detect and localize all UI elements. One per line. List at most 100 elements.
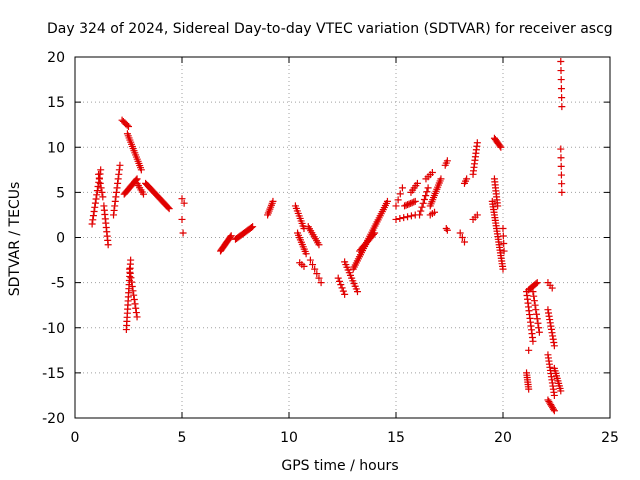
y-tick-label: -15 [42,366,65,382]
data-point [548,284,556,292]
data-point [97,166,105,174]
data-point [499,224,507,232]
data-point [557,162,565,170]
chart-title: Day 324 of 2024, Sidereal Day-to-day VTE… [47,21,613,37]
data-point [533,315,541,323]
data-point [313,270,321,278]
data-point [557,58,565,66]
data-point [392,215,400,223]
data-point [178,195,186,203]
data-point [419,199,427,207]
data-point [404,201,412,209]
data-point [179,229,187,237]
data-point [416,211,424,219]
data-point [128,282,136,290]
data-point [302,250,310,258]
y-tick-label: 5 [56,185,65,201]
data-point [91,203,99,211]
data-point [428,169,436,177]
x-tick-label: 5 [178,430,187,446]
data-point [532,306,540,314]
data-point [500,247,508,255]
data-point [529,288,537,296]
data-point [407,212,415,220]
data-point [408,199,416,207]
data-point [180,199,188,207]
y-tick-label: 15 [47,95,65,111]
data-point [398,184,406,192]
data-point [353,288,361,296]
data-point [558,103,566,111]
data-point [494,202,502,210]
data-point [423,188,431,196]
data-point [131,300,139,308]
data-point [132,304,140,312]
data-point [247,224,255,232]
data-point [306,256,314,264]
data-point [529,337,537,345]
data-point [227,232,235,240]
data-point [535,328,543,336]
data-point [473,211,481,219]
data-point [127,274,135,282]
data-point [315,274,323,282]
data-point [557,387,565,395]
data-point [269,197,277,205]
data-point [93,191,101,199]
data-point [164,204,172,212]
x-axis-label: GPS time / hours [281,458,398,474]
grid [75,57,610,418]
data-point [550,391,558,399]
data-point [413,179,421,187]
data-point [396,215,404,223]
data-point [249,223,257,231]
data-point [500,240,508,248]
data-point [410,198,418,206]
y-axis-label: SDTVAR / TECUs [7,182,23,297]
y-tick-label: 0 [56,231,65,247]
data-point [557,76,565,84]
data-point [473,139,481,147]
data-point [558,94,566,102]
data-point [499,265,507,273]
data-point [130,296,138,304]
x-tick-label: 25 [601,430,619,446]
data-point [532,280,540,288]
data-point [132,309,140,317]
data-point [424,184,432,192]
data-point [133,313,141,321]
data-point [226,233,234,241]
data-point [334,274,342,282]
x-tick-label: 15 [387,430,405,446]
data-point [531,301,539,309]
data-point [104,241,112,249]
data-point [341,290,349,298]
data-point [126,269,134,277]
data-points [88,58,566,415]
data-point [496,142,504,150]
data-point [550,407,558,415]
data-point [116,161,124,169]
data-point [431,208,439,216]
x-tick-label: 20 [494,430,512,446]
data-point [394,196,402,204]
data-point [420,195,428,203]
data-point [336,277,344,285]
data-point [88,220,96,228]
x-tick-label: 10 [280,430,298,446]
data-point [442,224,450,232]
y-tick-label: -5 [51,276,65,292]
data-point [128,278,136,286]
data-point [127,256,135,264]
data-point [95,170,103,178]
data-point [557,154,565,162]
data-point [497,143,505,151]
data-point [411,197,419,205]
data-point [317,279,325,287]
data-point [93,187,101,195]
data-point [383,197,391,205]
data-point [371,229,379,237]
data-point [530,297,538,305]
data-point [89,216,97,224]
data-point [530,292,538,300]
